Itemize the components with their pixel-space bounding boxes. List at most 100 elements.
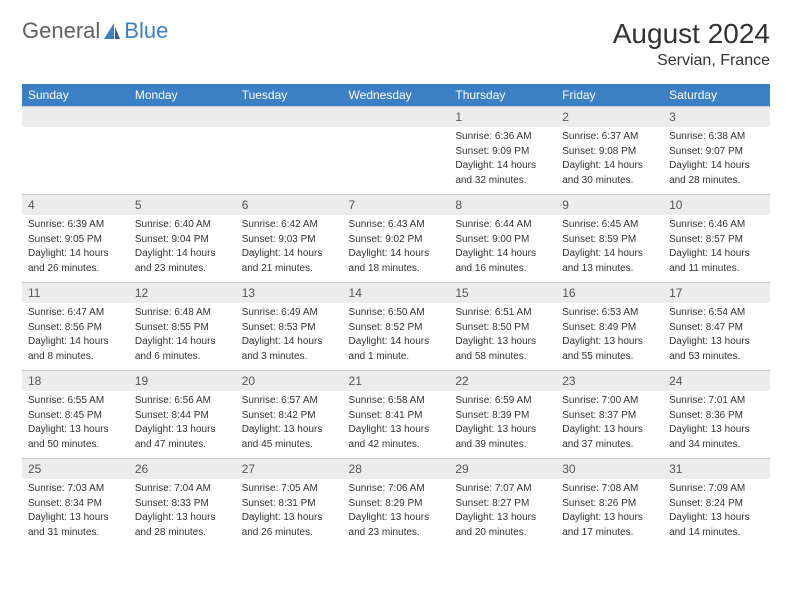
day-number: 20: [236, 371, 343, 391]
day-day2: and 31 minutes.: [28, 526, 123, 540]
day-sunrise: Sunrise: 7:09 AM: [669, 482, 764, 496]
day-header: Wednesday: [343, 84, 450, 107]
day-number: 23: [556, 371, 663, 391]
day-number: 17: [663, 283, 770, 303]
day-sunrise: Sunrise: 6:45 AM: [562, 218, 657, 232]
day-sunrise: Sunrise: 6:59 AM: [455, 394, 550, 408]
day-number: 7: [343, 195, 450, 215]
day-data: Sunrise: 7:06 AMSunset: 8:29 PMDaylight:…: [343, 479, 450, 544]
calendar-cell: 16Sunrise: 6:53 AMSunset: 8:49 PMDayligh…: [556, 283, 663, 371]
calendar-cell: 25Sunrise: 7:03 AMSunset: 8:34 PMDayligh…: [22, 459, 129, 547]
day-number: 4: [22, 195, 129, 215]
day-sunset: Sunset: 8:55 PM: [135, 321, 230, 335]
day-sunset: Sunset: 8:37 PM: [562, 409, 657, 423]
logo-text-blue: Blue: [124, 18, 168, 44]
day-number-empty: [129, 107, 236, 127]
day-day2: and 47 minutes.: [135, 438, 230, 452]
calendar-week-row: 11Sunrise: 6:47 AMSunset: 8:56 PMDayligh…: [22, 283, 770, 371]
day-day2: and 28 minutes.: [135, 526, 230, 540]
day-day2: and 8 minutes.: [28, 350, 123, 364]
day-number: 18: [22, 371, 129, 391]
calendar-cell: 8Sunrise: 6:44 AMSunset: 9:00 PMDaylight…: [449, 195, 556, 283]
day-day1: Daylight: 14 hours: [562, 247, 657, 261]
day-day2: and 1 minute.: [349, 350, 444, 364]
day-day1: Daylight: 14 hours: [669, 247, 764, 261]
day-day1: Daylight: 13 hours: [669, 423, 764, 437]
day-day1: Daylight: 14 hours: [349, 335, 444, 349]
day-sunrise: Sunrise: 7:08 AM: [562, 482, 657, 496]
day-number-empty: [22, 107, 129, 127]
day-day2: and 17 minutes.: [562, 526, 657, 540]
calendar-week-row: 18Sunrise: 6:55 AMSunset: 8:45 PMDayligh…: [22, 371, 770, 459]
logo-text-general: General: [22, 18, 100, 44]
calendar-cell: 20Sunrise: 6:57 AMSunset: 8:42 PMDayligh…: [236, 371, 343, 459]
day-day1: Daylight: 13 hours: [28, 511, 123, 525]
calendar-cell: 17Sunrise: 6:54 AMSunset: 8:47 PMDayligh…: [663, 283, 770, 371]
day-sunrise: Sunrise: 7:05 AM: [242, 482, 337, 496]
day-data: Sunrise: 6:42 AMSunset: 9:03 PMDaylight:…: [236, 215, 343, 280]
logo-sail-icon: [102, 21, 122, 41]
day-sunset: Sunset: 9:08 PM: [562, 145, 657, 159]
calendar-week-row: 1Sunrise: 6:36 AMSunset: 9:09 PMDaylight…: [22, 107, 770, 195]
day-data: Sunrise: 6:45 AMSunset: 8:59 PMDaylight:…: [556, 215, 663, 280]
day-sunrise: Sunrise: 6:58 AM: [349, 394, 444, 408]
calendar-cell: [22, 107, 129, 195]
day-sunset: Sunset: 8:50 PM: [455, 321, 550, 335]
day-day1: Daylight: 14 hours: [455, 159, 550, 173]
day-sunrise: Sunrise: 6:42 AM: [242, 218, 337, 232]
day-day1: Daylight: 13 hours: [562, 423, 657, 437]
day-number: 15: [449, 283, 556, 303]
day-sunset: Sunset: 8:34 PM: [28, 497, 123, 511]
calendar-cell: 30Sunrise: 7:08 AMSunset: 8:26 PMDayligh…: [556, 459, 663, 547]
day-header: Friday: [556, 84, 663, 107]
day-day2: and 55 minutes.: [562, 350, 657, 364]
day-number: 30: [556, 459, 663, 479]
day-header: Saturday: [663, 84, 770, 107]
day-data: Sunrise: 6:51 AMSunset: 8:50 PMDaylight:…: [449, 303, 556, 368]
day-day1: Daylight: 13 hours: [669, 511, 764, 525]
day-day1: Daylight: 13 hours: [242, 511, 337, 525]
calendar-cell: [129, 107, 236, 195]
day-day1: Daylight: 14 hours: [669, 159, 764, 173]
day-data: Sunrise: 6:55 AMSunset: 8:45 PMDaylight:…: [22, 391, 129, 456]
day-number: 24: [663, 371, 770, 391]
day-day2: and 3 minutes.: [242, 350, 337, 364]
day-sunset: Sunset: 9:09 PM: [455, 145, 550, 159]
day-sunrise: Sunrise: 6:53 AM: [562, 306, 657, 320]
day-day1: Daylight: 14 hours: [242, 247, 337, 261]
day-sunset: Sunset: 8:33 PM: [135, 497, 230, 511]
calendar-cell: 13Sunrise: 6:49 AMSunset: 8:53 PMDayligh…: [236, 283, 343, 371]
day-sunrise: Sunrise: 7:04 AM: [135, 482, 230, 496]
day-number: 26: [129, 459, 236, 479]
day-number-empty: [343, 107, 450, 127]
day-day1: Daylight: 13 hours: [455, 335, 550, 349]
day-day2: and 14 minutes.: [669, 526, 764, 540]
day-sunset: Sunset: 8:31 PM: [242, 497, 337, 511]
calendar-cell: 7Sunrise: 6:43 AMSunset: 9:02 PMDaylight…: [343, 195, 450, 283]
calendar-week-row: 25Sunrise: 7:03 AMSunset: 8:34 PMDayligh…: [22, 459, 770, 547]
calendar-cell: 5Sunrise: 6:40 AMSunset: 9:04 PMDaylight…: [129, 195, 236, 283]
day-day2: and 20 minutes.: [455, 526, 550, 540]
day-data: Sunrise: 6:48 AMSunset: 8:55 PMDaylight:…: [129, 303, 236, 368]
day-sunrise: Sunrise: 7:07 AM: [455, 482, 550, 496]
day-sunset: Sunset: 8:24 PM: [669, 497, 764, 511]
day-number: 31: [663, 459, 770, 479]
day-sunset: Sunset: 8:57 PM: [669, 233, 764, 247]
day-sunrise: Sunrise: 7:01 AM: [669, 394, 764, 408]
day-number: 19: [129, 371, 236, 391]
calendar-table: SundayMondayTuesdayWednesdayThursdayFrid…: [22, 84, 770, 547]
day-sunrise: Sunrise: 6:47 AM: [28, 306, 123, 320]
day-number: 5: [129, 195, 236, 215]
calendar-cell: 3Sunrise: 6:38 AMSunset: 9:07 PMDaylight…: [663, 107, 770, 195]
day-sunset: Sunset: 8:59 PM: [562, 233, 657, 247]
day-data: Sunrise: 6:46 AMSunset: 8:57 PMDaylight:…: [663, 215, 770, 280]
day-sunset: Sunset: 9:03 PM: [242, 233, 337, 247]
day-sunset: Sunset: 8:36 PM: [669, 409, 764, 423]
day-day1: Daylight: 13 hours: [669, 335, 764, 349]
calendar-cell: 23Sunrise: 7:00 AMSunset: 8:37 PMDayligh…: [556, 371, 663, 459]
day-data: Sunrise: 6:53 AMSunset: 8:49 PMDaylight:…: [556, 303, 663, 368]
day-number: 28: [343, 459, 450, 479]
day-day2: and 50 minutes.: [28, 438, 123, 452]
day-day1: Daylight: 13 hours: [135, 423, 230, 437]
day-number: 13: [236, 283, 343, 303]
